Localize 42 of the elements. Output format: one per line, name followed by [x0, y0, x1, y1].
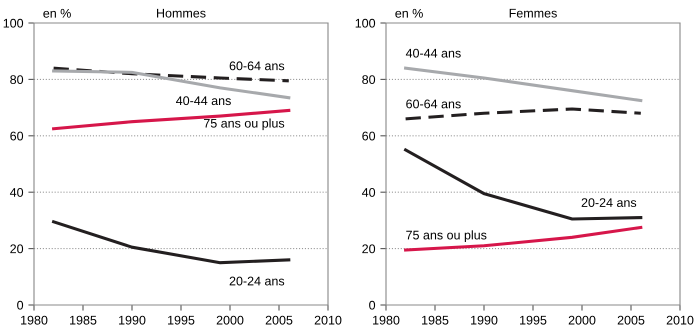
- y-tick-label: 40: [362, 188, 376, 197]
- chart-title: Hommes: [157, 8, 206, 18]
- series-label: 40-44 ans: [176, 96, 231, 106]
- x-tick-label: 2010: [666, 316, 694, 325]
- y-tick-label: 20: [362, 244, 376, 254]
- x-tick-label: 2000: [568, 316, 596, 325]
- x-tick-label: 2000: [216, 316, 244, 325]
- x-tick-label: 1990: [471, 316, 498, 325]
- x-tick-label: 2005: [266, 316, 292, 325]
- x-tick-label: 2010: [314, 316, 342, 325]
- x-tick-label: 1985: [70, 316, 96, 325]
- y-axis-title: en %: [395, 8, 423, 18]
- y-tick-label: 100: [4, 18, 24, 28]
- line-series: [404, 226, 642, 252]
- x-tick-label: 2005: [618, 316, 644, 325]
- y-tick-label: 100: [356, 18, 376, 28]
- series-label: 75 ans ou plus: [204, 118, 284, 130]
- x-tick-label: 1985: [422, 316, 448, 325]
- line-series: [52, 108, 290, 130]
- line-series: [404, 148, 642, 221]
- y-tick-label: 60: [362, 132, 376, 140]
- x-tick-label: 1990: [119, 316, 146, 325]
- y-tick-label: 20: [10, 244, 24, 254]
- y-tick-label: 80: [362, 75, 376, 84]
- line-series: [52, 220, 290, 264]
- series-label: 20-24 ans: [582, 198, 636, 208]
- y-tick-label: 60: [10, 132, 24, 140]
- y-axis-title: en %: [43, 8, 71, 18]
- series-label: 40-44 ans: [406, 48, 461, 58]
- x-tick-label: 1980: [373, 316, 400, 325]
- chart-title: Femmes: [510, 8, 557, 18]
- y-tick-label: 0: [17, 300, 24, 310]
- x-tick-label: 1995: [168, 316, 194, 325]
- series-label: 20-24 ans: [230, 276, 284, 286]
- series-label: 60-64 ans: [406, 99, 461, 108]
- y-tick-label: 0: [369, 300, 376, 310]
- y-tick-label: 80: [10, 75, 24, 84]
- series-label: 75 ans ou plus: [406, 230, 486, 242]
- y-tick-label: 40: [10, 188, 24, 197]
- x-tick-label: 1995: [520, 316, 546, 325]
- x-tick-label: 1980: [21, 316, 48, 325]
- series-label: 60-64 ans: [230, 61, 284, 70]
